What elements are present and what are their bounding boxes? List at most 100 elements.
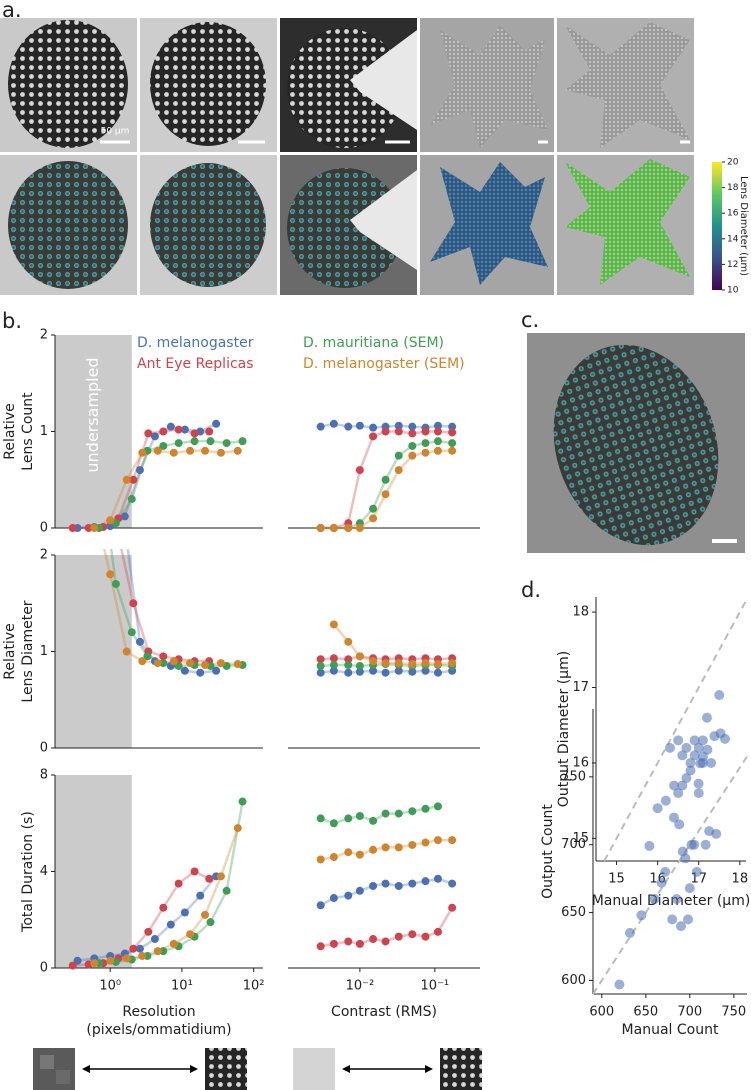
point [408, 429, 417, 438]
point [206, 918, 215, 927]
point [677, 750, 688, 761]
point [369, 504, 378, 513]
point [201, 661, 210, 670]
point [329, 939, 338, 948]
point [138, 657, 147, 666]
point [369, 432, 378, 441]
point [706, 757, 717, 768]
point [316, 855, 325, 864]
point [122, 475, 131, 484]
point [205, 874, 214, 883]
point [150, 432, 159, 441]
point [408, 840, 417, 849]
x-tick-label: 10⁻¹ [421, 979, 450, 994]
shaded-region [55, 555, 132, 748]
y-tick-label: 700 [561, 837, 586, 852]
point [433, 802, 442, 811]
point [135, 944, 144, 953]
point [316, 655, 325, 664]
point [394, 466, 403, 475]
shaded-region [55, 335, 132, 528]
point [421, 448, 430, 457]
point [408, 441, 417, 450]
point [408, 660, 417, 669]
point [344, 937, 353, 946]
point [344, 814, 353, 823]
panel-label: d. [521, 578, 541, 602]
panel-a-images [0, 18, 722, 295]
point [624, 927, 635, 938]
shaded-region [55, 775, 132, 968]
point [421, 877, 430, 886]
point [408, 879, 417, 888]
point [433, 421, 442, 430]
point [138, 951, 147, 960]
point [408, 422, 417, 431]
point [316, 661, 325, 670]
point [344, 661, 353, 670]
legend-entry: D. melanogaster [137, 335, 254, 351]
y-tick-label: 16 [572, 755, 589, 770]
point [190, 429, 199, 438]
point [381, 879, 390, 888]
point [329, 620, 338, 629]
point [448, 439, 457, 448]
plot-area [316, 419, 457, 532]
point [135, 466, 144, 475]
point [68, 524, 77, 532]
series-line [320, 449, 453, 530]
series-line [93, 449, 238, 530]
point [190, 437, 199, 446]
point [129, 475, 138, 484]
point [408, 667, 417, 676]
point [691, 866, 702, 877]
point [644, 840, 655, 851]
point [673, 788, 684, 799]
point [329, 419, 338, 428]
point [421, 439, 430, 448]
point [433, 836, 442, 845]
y-tick-label: 0 [40, 961, 48, 976]
point [381, 668, 390, 677]
point [433, 668, 442, 677]
point [684, 883, 695, 894]
point [316, 422, 325, 431]
plot-area [68, 797, 247, 970]
point [344, 655, 353, 664]
point [344, 637, 353, 646]
point [381, 475, 390, 484]
colorbar-tick-label: 16 [727, 209, 739, 219]
point [159, 652, 168, 661]
series-line [120, 549, 210, 663]
point [394, 427, 403, 436]
point [329, 819, 338, 828]
panel-c-image [527, 333, 745, 553]
point [344, 891, 353, 900]
y-tick-label: 0 [40, 741, 48, 756]
point [206, 437, 215, 446]
point [355, 939, 364, 948]
point [693, 742, 704, 753]
panel-label: a. [2, 0, 22, 22]
point [689, 839, 700, 850]
x-axis-label: Manual Count [622, 1022, 719, 1038]
point [408, 451, 417, 460]
point [448, 879, 457, 888]
point [316, 668, 325, 677]
point [381, 937, 390, 946]
point [166, 422, 175, 431]
x-tick-label: 15 [608, 872, 625, 887]
point [216, 659, 225, 668]
point [660, 795, 671, 806]
y-tick-label: 8 [40, 768, 48, 783]
point [369, 935, 378, 944]
point [169, 939, 178, 948]
chart: 0 4 8 10⁰ 10¹ 10² Total Duration (s) Resolution… [20, 768, 265, 1039]
point [344, 422, 353, 431]
point [394, 659, 403, 668]
point [186, 446, 195, 455]
panel-label: c. [521, 308, 539, 332]
x-tick-label: 750 [721, 1005, 746, 1020]
point [180, 908, 189, 917]
y-axis-label: Output Count [540, 804, 556, 899]
